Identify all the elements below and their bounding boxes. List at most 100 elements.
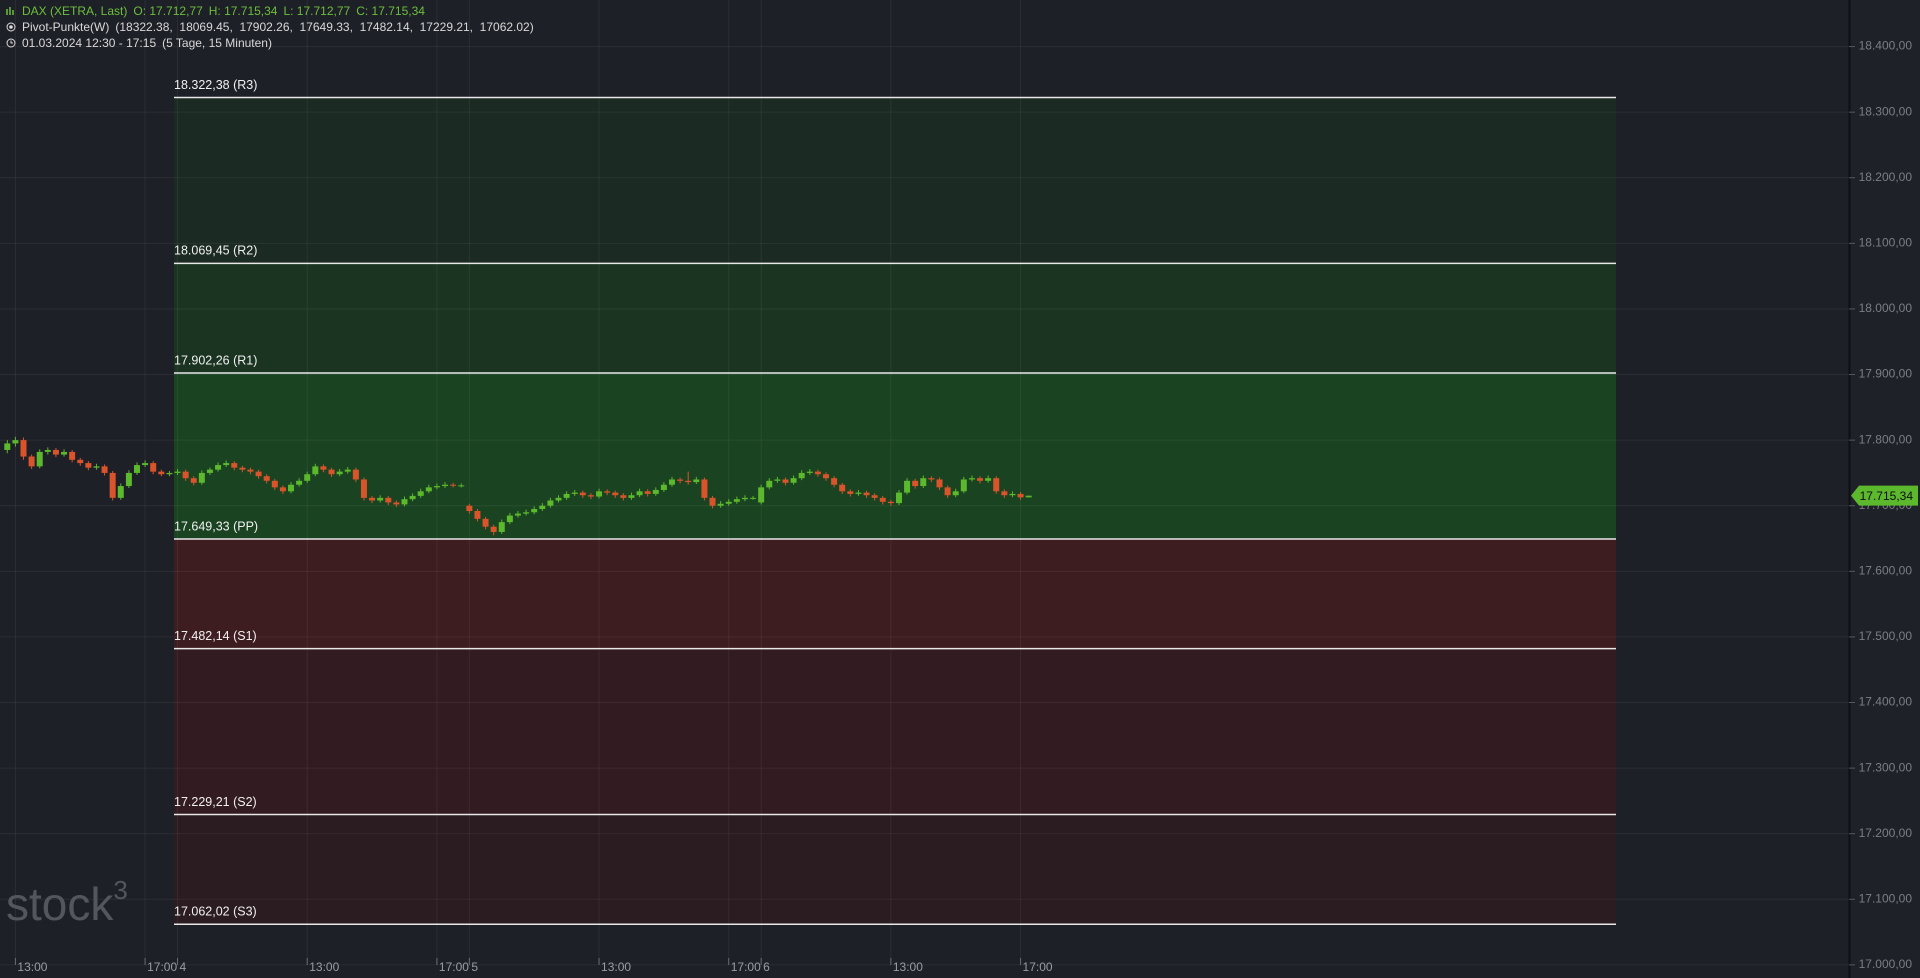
candle-body [579, 492, 586, 496]
indicator: Pivot-Punkte(W) [22, 20, 110, 34]
candle-body [174, 471, 181, 473]
candle-body [474, 510, 481, 519]
x-tick-label: 4 [180, 960, 187, 974]
candle-body [4, 443, 11, 450]
candle-body [993, 478, 1000, 492]
y-tick-label: 17.500,00 [1859, 629, 1913, 643]
candle-body [61, 451, 68, 455]
candle-body [409, 495, 416, 500]
y-tick-label: 17.800,00 [1859, 432, 1913, 446]
candle-body [433, 486, 440, 488]
candle-body [709, 497, 716, 506]
candle-body [401, 499, 408, 505]
candle-body [960, 479, 967, 492]
candle-body [928, 478, 935, 480]
candle-body [312, 466, 319, 475]
candle-body [133, 465, 140, 473]
candle-body [150, 463, 157, 472]
candle-body [109, 472, 116, 498]
candle-body [425, 487, 432, 492]
candle-body [977, 478, 984, 481]
candle-body [863, 492, 870, 496]
candle-body [385, 497, 392, 503]
candle-body [255, 471, 262, 477]
candle-body [279, 487, 286, 492]
candle-body [482, 518, 489, 527]
candle-body [587, 495, 594, 497]
candle-body [360, 479, 367, 498]
candle-body [944, 487, 951, 496]
x-tick-label: 17:00 [439, 960, 469, 974]
candle-body [344, 469, 351, 472]
watermark-sup: 3 [113, 875, 127, 905]
candle-body [215, 465, 222, 470]
candle-body [28, 456, 35, 467]
candle-body [1017, 493, 1024, 498]
candle-body [85, 463, 92, 468]
candle-body [871, 495, 878, 498]
pivot-label: 17.649,33 (PP) [174, 519, 258, 533]
x-tick-label: 5 [471, 960, 478, 974]
candle-body [798, 472, 805, 479]
candle-body [782, 479, 789, 483]
y-tick-label: 18.000,00 [1859, 301, 1913, 315]
range-detail: (5 Tage, 15 Minuten) [162, 36, 272, 50]
pivot-zone [174, 648, 1616, 815]
candle-body [44, 449, 51, 452]
y-tick-label: 18.300,00 [1859, 104, 1913, 118]
candle-body [166, 472, 173, 475]
watermark-text: stock [6, 878, 114, 930]
candle-body [660, 484, 667, 490]
candle-body [596, 491, 603, 497]
candle-body [936, 479, 943, 488]
candle-body [539, 505, 546, 510]
candle-body [190, 478, 197, 483]
candle-body [920, 478, 927, 487]
candle-body [36, 451, 43, 467]
candle-body [733, 499, 740, 502]
candle-body [555, 497, 562, 501]
candle-body [531, 509, 538, 513]
candle-body [952, 491, 959, 496]
clock-icon [6, 38, 16, 48]
candle-body [369, 497, 376, 501]
pivot-zone [174, 373, 1616, 539]
candle-body [725, 501, 732, 504]
x-tick-label: 6 [763, 960, 770, 974]
pivot-zone [174, 814, 1616, 925]
candle-body [823, 474, 830, 479]
candle-body [677, 479, 684, 481]
candle-body [912, 480, 919, 487]
candle-body [814, 471, 821, 475]
x-tick-label: 17:00 [731, 960, 761, 974]
candle-body [985, 478, 992, 481]
candle-body [52, 449, 59, 455]
y-tick-label: 18.200,00 [1859, 170, 1913, 184]
y-tick-label: 17.200,00 [1859, 826, 1913, 840]
ohlc-high: H: 17.715,34 [208, 4, 278, 18]
candle-body [490, 526, 497, 532]
candle-body [668, 479, 675, 485]
candle-body [393, 502, 400, 505]
pivot-label: 17.902,26 (R1) [174, 353, 257, 367]
y-tick-label: 17.900,00 [1859, 367, 1913, 381]
y-tick-label: 18.100,00 [1859, 236, 1913, 250]
y-tick-label: 17.100,00 [1859, 891, 1913, 905]
indicator-legend: Pivot-Punkte(W) (18322.38, 18069.45, 179… [6, 20, 534, 34]
chart-icon [6, 7, 14, 15]
ohlc-open: O: 17.712,77 [133, 4, 203, 18]
x-tick-label: 17:00 [1023, 960, 1053, 974]
candle-body [231, 463, 238, 468]
candle-body [328, 469, 335, 475]
candle-body [271, 480, 278, 488]
candle-body [304, 474, 311, 481]
candle-body [514, 513, 521, 516]
candle-body [831, 478, 838, 485]
candle-body [239, 467, 246, 470]
candle-body [288, 484, 295, 492]
candle-body [377, 497, 384, 501]
candle-body [547, 500, 554, 506]
instrument: DAX (XETRA, Last) [22, 4, 128, 18]
